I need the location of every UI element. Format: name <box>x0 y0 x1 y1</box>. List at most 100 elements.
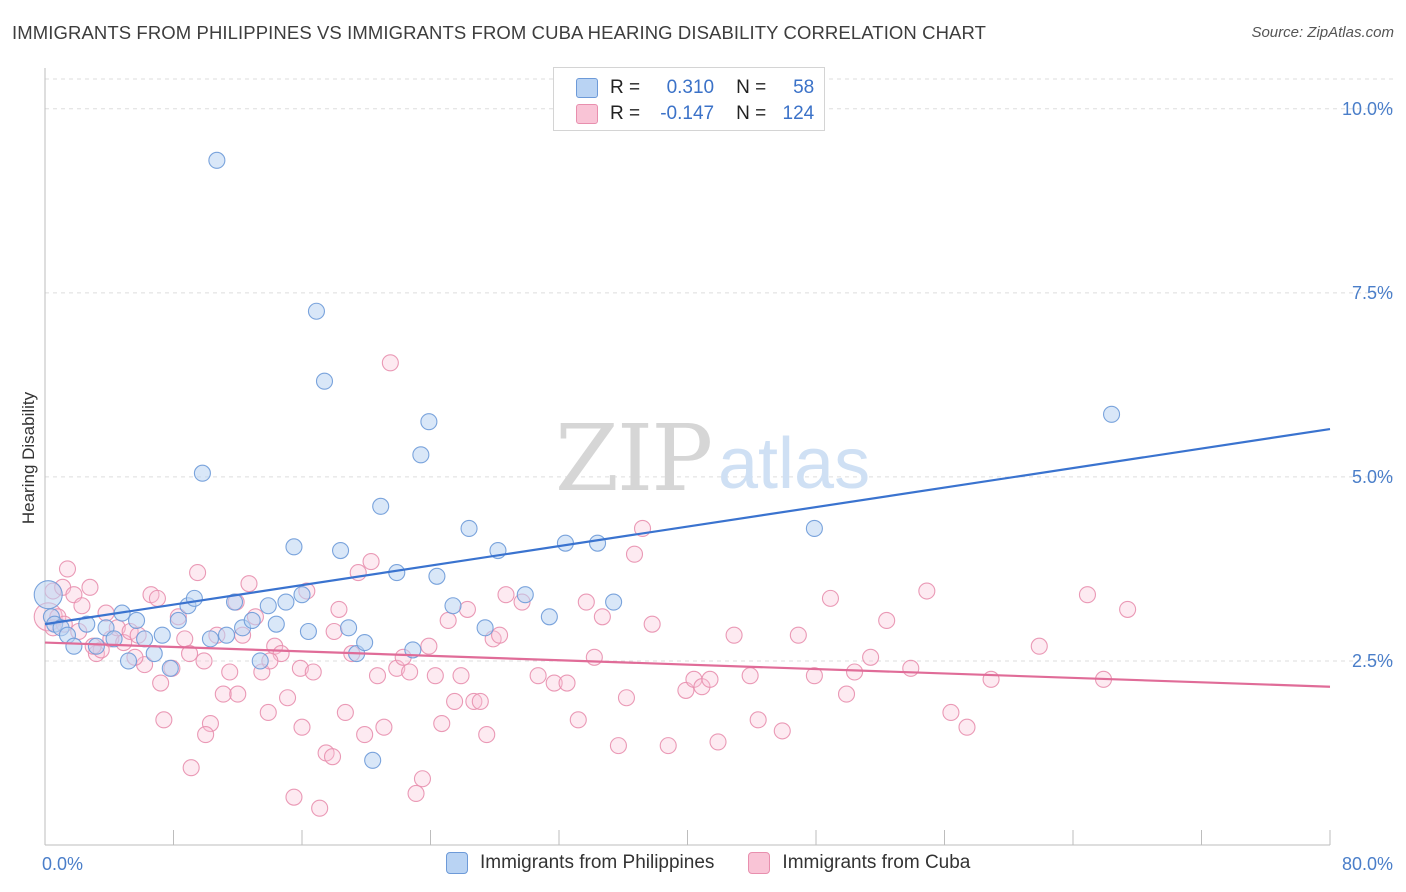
cuba-point <box>918 582 936 600</box>
cuba-point <box>73 597 91 615</box>
philippines-point <box>65 637 83 655</box>
cuba-point <box>609 737 627 755</box>
philippines-point <box>460 519 478 537</box>
watermark: ZIP atlas <box>555 405 870 512</box>
legend-row-cuba: R = -0.147 N = 124 <box>576 102 814 126</box>
cuba-point <box>330 600 348 618</box>
cuba-point <box>420 637 438 655</box>
cuba-point <box>181 645 199 663</box>
cuba-point <box>221 663 239 681</box>
cuba-point <box>569 711 587 729</box>
cuba-point <box>878 611 896 630</box>
philippines-point <box>356 633 374 652</box>
cuba-r-value: -0.147 <box>660 103 715 124</box>
philippines-point <box>119 652 138 670</box>
cuba-point <box>388 659 406 677</box>
x-tick-label-min: 0.0% <box>42 854 83 874</box>
cuba-point <box>446 692 464 710</box>
cuba-swatch <box>576 104 598 124</box>
cuba-point <box>401 663 419 681</box>
cuba-trend-line <box>44 641 1331 688</box>
philippines-point <box>259 597 277 615</box>
cuba-point <box>845 663 864 681</box>
philippines-point <box>87 637 105 655</box>
cuba-point <box>278 689 297 707</box>
cuba-point <box>1030 637 1048 655</box>
cuba-point <box>176 630 194 648</box>
cuba-point <box>958 718 976 736</box>
philippines-point <box>428 567 446 585</box>
philippines-trend-line <box>44 427 1331 626</box>
philippines-point <box>201 630 219 648</box>
cuba-n-value: 124 <box>782 103 815 124</box>
cuba-point <box>285 788 303 806</box>
philippines-point <box>476 619 494 637</box>
cuba-point <box>1078 586 1097 604</box>
trend-lines <box>44 427 1331 688</box>
cuba-point <box>407 784 425 803</box>
cuba-point <box>439 611 457 630</box>
series-legend: Immigrants from Philippines Immigrants f… <box>446 852 1004 874</box>
cuba-point <box>725 626 743 644</box>
philippines-point <box>540 608 558 626</box>
legend-row-philippines: R = 0.310 N = 58 <box>576 76 814 100</box>
cuba-point <box>585 648 603 666</box>
philippines-r-label: R = <box>610 77 641 98</box>
cuba-point <box>375 718 393 736</box>
cuba-point <box>558 674 576 692</box>
cuba-point <box>902 659 920 677</box>
cuba-point <box>625 545 644 563</box>
philippines-point <box>315 372 334 390</box>
philippines-point <box>556 534 574 552</box>
philippines-point <box>516 586 534 604</box>
philippines-point <box>208 151 226 169</box>
cuba-point <box>643 615 661 633</box>
cuba-point <box>821 589 840 607</box>
x-tick-label-max: 80.0% <box>1342 854 1393 874</box>
tick-labels: 2.5% 5.0% 7.5% 10.0% 0.0% 80.0% <box>42 99 1393 874</box>
philippines-point <box>412 446 430 464</box>
cuba-point <box>617 689 636 707</box>
philippines-point <box>128 611 146 630</box>
cuba-point <box>773 722 791 740</box>
cuba-point <box>304 663 322 681</box>
cuba-point <box>471 692 489 710</box>
cuba-point <box>593 608 611 626</box>
cuba-point <box>229 685 247 703</box>
philippines-point <box>33 580 63 610</box>
philippines-point <box>372 497 390 515</box>
philippines-point <box>588 534 607 552</box>
cuba-point <box>381 354 399 372</box>
watermark-atlas: atlas <box>718 424 870 504</box>
philippines-point <box>169 611 187 630</box>
philippines-point <box>340 619 358 637</box>
cuba-point <box>491 626 509 644</box>
legend-item-philippines: Immigrants from Philippines <box>446 852 714 874</box>
philippines-point <box>307 302 326 320</box>
cuba-point <box>433 714 451 733</box>
cuba-point <box>709 733 727 751</box>
philippines-point <box>217 626 236 644</box>
cuba-point <box>701 670 719 688</box>
cuba-n-label: N = <box>736 103 767 124</box>
y-tick-label: 7.5% <box>1352 283 1393 303</box>
cuba-point <box>356 726 374 744</box>
cuba-point <box>529 667 547 685</box>
cuba-point <box>58 560 77 578</box>
cuba-point <box>293 718 311 736</box>
legend-philippines-label: Immigrants from Philippines <box>480 852 715 873</box>
cuba-point <box>659 737 677 755</box>
philippines-point <box>444 597 462 615</box>
philippines-point <box>136 630 154 648</box>
cuba-point <box>478 726 496 744</box>
philippines-point <box>185 589 203 607</box>
cuba-point <box>805 667 823 685</box>
cuba-point <box>81 578 99 596</box>
cuba-point <box>362 553 380 571</box>
cuba-point <box>214 685 232 703</box>
y-tick-label: 2.5% <box>1352 651 1393 671</box>
cuba-point <box>426 667 444 685</box>
cuba-point <box>465 692 483 710</box>
axes <box>44 68 1331 846</box>
